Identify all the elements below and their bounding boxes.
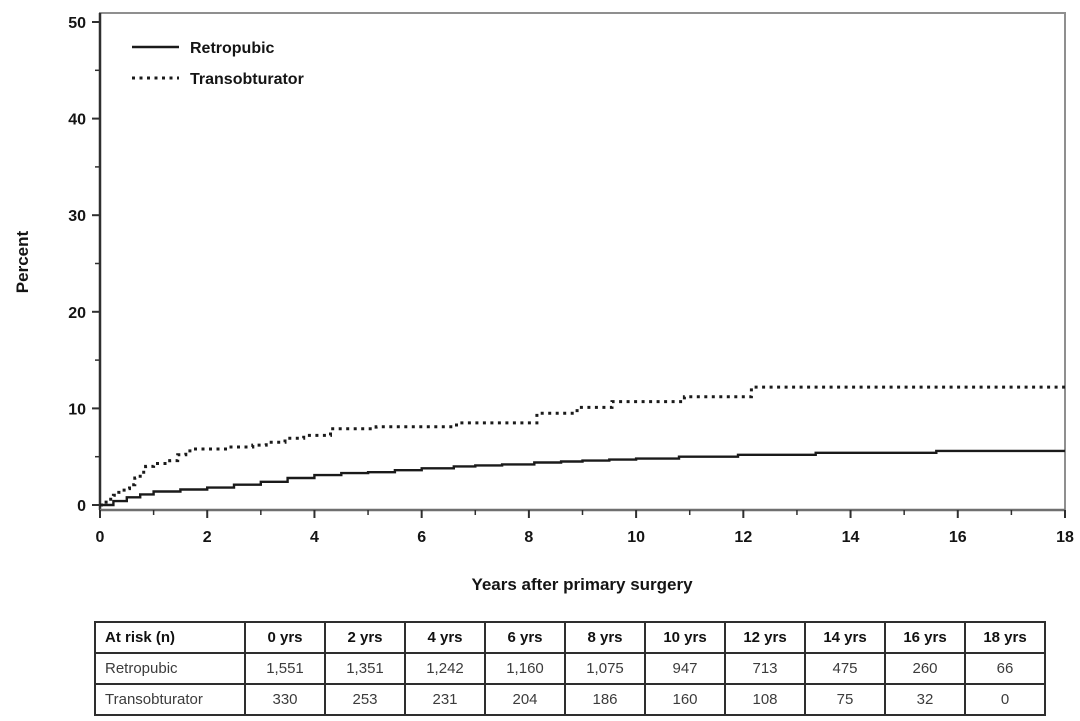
retropubic-n-16yrs: 260 xyxy=(884,652,966,685)
table-row-transobturator: Transobturator 330 253 231 204 186 160 1… xyxy=(94,683,1046,716)
y-tick-label: 20 xyxy=(68,305,86,322)
y-axis-label: Percent xyxy=(13,230,32,293)
at-risk-table: At risk (n) 0 yrs 2 yrs 4 yrs 6 yrs 8 yr… xyxy=(94,621,1046,716)
y-tick-label: 50 xyxy=(68,15,86,32)
transobturator-n-0yrs: 330 xyxy=(244,683,326,716)
transobturator-n-10yrs: 160 xyxy=(644,683,726,716)
transobturator-n-12yrs: 108 xyxy=(724,683,806,716)
table-header-10yrs: 10 yrs xyxy=(644,621,726,654)
y-tick-label: 40 xyxy=(68,112,86,129)
retropubic-n-4yrs: 1,242 xyxy=(404,652,486,685)
retropubic-n-6yrs: 1,160 xyxy=(484,652,566,685)
transobturator-n-6yrs: 204 xyxy=(484,683,566,716)
table-header-at-risk: At risk (n) xyxy=(94,621,246,654)
x-tick-label: 2 xyxy=(203,529,212,546)
table-header-12yrs: 12 yrs xyxy=(724,621,806,654)
table-header-4yrs: 4 yrs xyxy=(404,621,486,654)
transobturator-n-8yrs: 186 xyxy=(564,683,646,716)
table-header-16yrs: 16 yrs xyxy=(884,621,966,654)
legend-label-retropubic: Retropubic xyxy=(190,40,275,57)
x-tick-label: 14 xyxy=(842,529,860,546)
row-label-retropubic: Retropubic xyxy=(94,652,246,685)
plot-area: 0 10 20 30 40 50 0 2 4 6 8 10 12 14 16 18 xyxy=(68,12,1074,546)
table-header-0yrs: 0 yrs xyxy=(244,621,326,654)
x-axis-label: Years after primary surgery xyxy=(471,575,693,594)
table-header-18yrs: 18 yrs xyxy=(964,621,1046,654)
x-tick-label: 12 xyxy=(734,529,752,546)
km-chart: 0 10 20 30 40 50 0 2 4 6 8 10 12 14 16 18 Retropubic Tr… xyxy=(13,12,1074,594)
series-line-transobturator xyxy=(100,385,1065,507)
retropubic-n-10yrs: 947 xyxy=(644,652,726,685)
y-tick-label: 30 xyxy=(68,208,86,225)
x-tick-label: 6 xyxy=(417,529,426,546)
legend-label-transobturator: Transobturator xyxy=(190,71,304,88)
retropubic-n-12yrs: 713 xyxy=(724,652,806,685)
table-header-6yrs: 6 yrs xyxy=(484,621,566,654)
x-tick-label: 16 xyxy=(949,529,967,546)
x-tick-label: 4 xyxy=(310,529,319,546)
x-tick-label: 0 xyxy=(96,529,105,546)
retropubic-n-0yrs: 1,551 xyxy=(244,652,326,685)
x-tick-label: 18 xyxy=(1056,529,1074,546)
transobturator-n-16yrs: 32 xyxy=(884,683,966,716)
transobturator-n-14yrs: 75 xyxy=(804,683,886,716)
table-header-2yrs: 2 yrs xyxy=(324,621,406,654)
retropubic-n-8yrs: 1,075 xyxy=(564,652,646,685)
x-tick-label: 8 xyxy=(524,529,533,546)
transobturator-n-2yrs: 253 xyxy=(324,683,406,716)
y-tick-label: 10 xyxy=(68,401,86,418)
retropubic-n-2yrs: 1,351 xyxy=(324,652,406,685)
table-row-retropubic: Retropubic 1,551 1,351 1,242 1,160 1,075… xyxy=(94,652,1046,685)
table-header-row: At risk (n) 0 yrs 2 yrs 4 yrs 6 yrs 8 yr… xyxy=(94,621,1046,654)
legend: Retropubic Transobturator xyxy=(132,40,304,88)
series-line-retropubic xyxy=(100,449,1065,507)
table-header-8yrs: 8 yrs xyxy=(564,621,646,654)
table-header-14yrs: 14 yrs xyxy=(804,621,886,654)
y-tick-label: 0 xyxy=(77,498,86,515)
transobturator-n-4yrs: 231 xyxy=(404,683,486,716)
row-label-transobturator: Transobturator xyxy=(94,683,246,716)
retropubic-n-14yrs: 475 xyxy=(804,652,886,685)
transobturator-n-18yrs: 0 xyxy=(964,683,1046,716)
x-tick-label: 10 xyxy=(627,529,645,546)
retropubic-n-18yrs: 66 xyxy=(964,652,1046,685)
